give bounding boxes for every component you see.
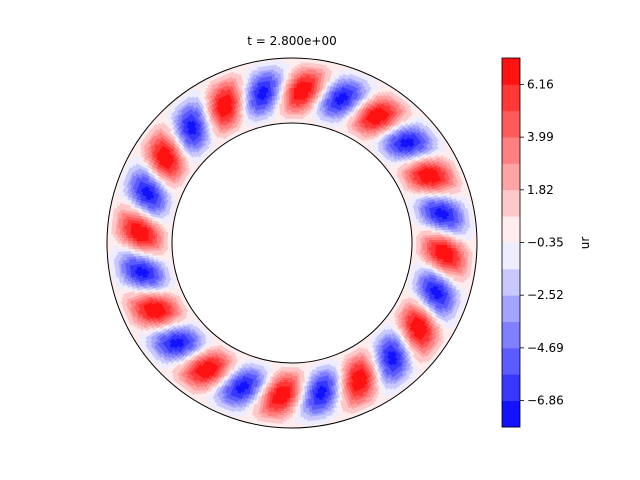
colorbar-band-10 bbox=[502, 137, 520, 164]
chart-title: t = 2.800e+00 bbox=[247, 34, 336, 48]
colorbar-label: ur bbox=[578, 237, 592, 250]
colorbar-band-5 bbox=[502, 268, 520, 296]
colorbar-band-1 bbox=[502, 374, 520, 402]
field-level-13 bbox=[134, 85, 450, 401]
colorbar-band-0 bbox=[502, 400, 520, 428]
colorbar-tick-label: 6.16 bbox=[527, 77, 554, 91]
outer-boundary bbox=[106, 57, 478, 429]
colorbar-band-4 bbox=[502, 295, 520, 322]
colorbar-band-11 bbox=[502, 110, 520, 138]
colorbar-tick-label: −2.52 bbox=[527, 288, 564, 302]
colorbar-band-12 bbox=[502, 84, 520, 112]
colorbar-band-9 bbox=[502, 163, 520, 191]
colorbar-band-6 bbox=[502, 242, 520, 270]
inner-boundary bbox=[171, 122, 413, 364]
colorbar-band-7 bbox=[502, 216, 520, 243]
field-level-12 bbox=[130, 81, 454, 405]
colorbar-tick-label: 3.99 bbox=[527, 130, 554, 144]
annulus-plot bbox=[106, 57, 478, 429]
colorbar: 6.16 3.99 1.82 −0.35 −2.52 −4.69 −6.86 ur bbox=[501, 57, 592, 428]
colorbar-band-8 bbox=[502, 189, 520, 217]
colorbar-tick-label: −4.69 bbox=[527, 341, 564, 355]
colorbar-band-13 bbox=[502, 58, 520, 85]
colorbar-tick-label: −6.86 bbox=[527, 394, 564, 408]
colorbar-band-2 bbox=[502, 347, 520, 375]
colorbar-tick-label: 1.82 bbox=[527, 183, 554, 197]
colorbar-band-3 bbox=[502, 321, 520, 349]
colorbar-tick-label: −0.35 bbox=[527, 236, 564, 250]
